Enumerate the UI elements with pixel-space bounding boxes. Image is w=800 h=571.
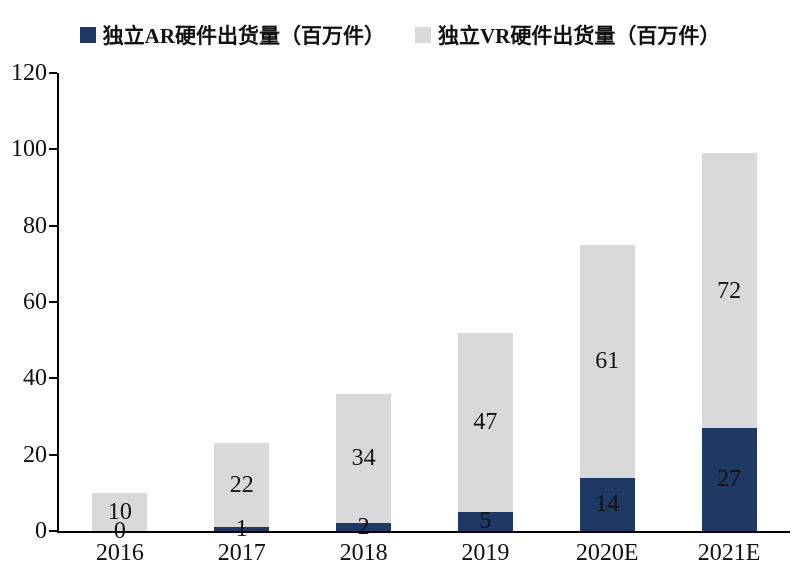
y-tick-mark bbox=[49, 224, 57, 227]
bar-value-label: 72 bbox=[717, 277, 742, 304]
bar-value-label: 22 bbox=[229, 472, 254, 499]
x-tick-label: 2019 bbox=[461, 540, 510, 566]
y-tick-label: 80 bbox=[23, 212, 47, 239]
y-tick-mark bbox=[49, 148, 57, 151]
y-tick-label: 100 bbox=[11, 136, 47, 163]
legend-item-ar: 独立AR硬件出货量（百万件） bbox=[79, 20, 385, 50]
y-tick-label: 0 bbox=[35, 518, 47, 544]
bar-segment bbox=[457, 511, 513, 531]
bar-value-label: 47 bbox=[473, 409, 498, 436]
ar-series-swatch-icon bbox=[79, 27, 96, 43]
legend-item-vr-label: 独立VR硬件出货量（百万件） bbox=[438, 24, 721, 48]
y-tick-mark bbox=[49, 453, 57, 456]
y-tick-mark bbox=[49, 530, 57, 532]
vr-series-swatch-icon bbox=[415, 27, 431, 43]
bar-value-label: 1 bbox=[235, 516, 248, 543]
bar-segment bbox=[336, 393, 392, 524]
bar-value-label: 5 bbox=[479, 508, 492, 535]
bar-value-label: 10 bbox=[107, 498, 132, 525]
bar-segment bbox=[214, 443, 270, 528]
bar-segment bbox=[579, 477, 635, 531]
bar-value-label: 61 bbox=[595, 348, 620, 375]
x-tick-label: 2018 bbox=[339, 540, 388, 566]
plot-area: 0 20 40 60 80 100 120 0 10 1 22 2 34 5 47 14 61 27 72 201… bbox=[11, 61, 790, 565]
y-tick-mark bbox=[49, 377, 57, 380]
y-tick-label: 120 bbox=[11, 60, 47, 86]
x-tick-label: 2016 bbox=[95, 540, 144, 566]
bar-segment bbox=[457, 332, 513, 512]
bar-value-label: 27 bbox=[717, 466, 742, 493]
y-tick-label: 40 bbox=[23, 365, 47, 392]
bar-segment bbox=[336, 523, 392, 531]
bar-value-label: 34 bbox=[351, 445, 376, 472]
chart-legend: 独立AR硬件出货量（百万件） 独立VR硬件出货量（百万件） bbox=[0, 20, 800, 50]
y-tick-mark bbox=[49, 301, 57, 303]
bar-segment bbox=[214, 527, 270, 531]
y-tick-label: 20 bbox=[23, 441, 47, 468]
legend-item-vr: 独立VR硬件出货量（百万件） bbox=[415, 20, 720, 50]
y-tick-label: 60 bbox=[23, 289, 47, 315]
bar-value-label: 14 bbox=[595, 491, 620, 518]
x-tick-label: 2020E bbox=[575, 540, 639, 566]
x-tick-label: 2021E bbox=[697, 540, 761, 566]
x-tick-label: 2017 bbox=[217, 540, 266, 566]
bar-value-label: 0 bbox=[113, 518, 126, 544]
legend-item-ar-label: 独立AR硬件出货量（百万件） bbox=[102, 24, 385, 48]
bar-segment bbox=[92, 492, 148, 531]
bar-segment bbox=[579, 244, 635, 478]
bar-value-label: 2 bbox=[357, 514, 370, 541]
y-tick-mark bbox=[49, 72, 57, 74]
bar-segment bbox=[701, 153, 757, 428]
bar-segment bbox=[701, 427, 757, 531]
